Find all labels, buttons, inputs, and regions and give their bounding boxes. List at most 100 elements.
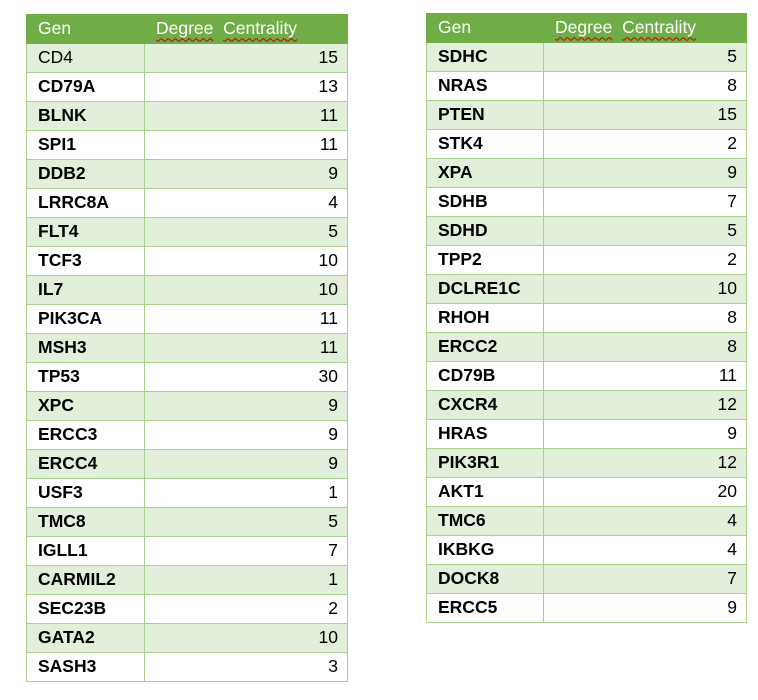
table-row: CD4 15 bbox=[26, 43, 348, 73]
degree-centrality-cell: 30 bbox=[144, 362, 348, 392]
gene-name-cell: CARMIL2 bbox=[26, 565, 145, 595]
degree-centrality-cell: 11 bbox=[543, 361, 747, 391]
table-row: IKBKG 4 bbox=[426, 535, 747, 565]
gene-name-cell: DCLRE1C bbox=[426, 274, 544, 304]
gene-name-cell: HRAS bbox=[426, 419, 544, 449]
table-row: RHOH 8 bbox=[426, 303, 747, 333]
table-row: USF3 1 bbox=[26, 478, 348, 508]
header-gen: Gen bbox=[26, 14, 145, 44]
gene-name-cell: ERCC3 bbox=[26, 420, 145, 450]
degree-centrality-cell: 12 bbox=[543, 390, 747, 420]
gene-name-cell: CD79A bbox=[26, 72, 145, 102]
gene-name-cell: STK4 bbox=[426, 129, 544, 159]
degree-centrality-cell: 4 bbox=[144, 188, 348, 218]
degree-centrality-cell: 15 bbox=[144, 43, 348, 73]
table-row: ERCC2 8 bbox=[426, 332, 747, 362]
degree-centrality-cell: 1 bbox=[144, 478, 348, 508]
table-row: FLT4 5 bbox=[26, 217, 348, 247]
degree-centrality-cell: 5 bbox=[543, 216, 747, 246]
degree-centrality-cell: 2 bbox=[543, 245, 747, 275]
table-row: SEC23B 2 bbox=[26, 594, 348, 624]
table-row: IL7 10 bbox=[26, 275, 348, 305]
degree-centrality-cell: 10 bbox=[144, 623, 348, 653]
degree-centrality-cell: 15 bbox=[543, 100, 747, 130]
table-row: CD79A 13 bbox=[26, 72, 348, 102]
gene-name-cell: SASH3 bbox=[26, 652, 145, 682]
gene-name-cell: PIK3R1 bbox=[426, 448, 544, 478]
gene-table-left: Gen Degree Centrality CD4 15 CD79A 13 BLNK 11… bbox=[26, 14, 348, 682]
degree-centrality-cell: 9 bbox=[543, 419, 747, 449]
gene-name-cell: DOCK8 bbox=[426, 564, 544, 594]
table-row: STK4 2 bbox=[426, 129, 747, 159]
gene-name-cell: ERCC2 bbox=[426, 332, 544, 362]
table-row: GATA2 10 bbox=[26, 623, 348, 653]
gene-name-cell: IKBKG bbox=[426, 535, 544, 565]
gene-name-cell: NRAS bbox=[426, 71, 544, 101]
gene-name-cell: PIK3CA bbox=[26, 304, 145, 334]
header-degree-centrality: Degree Centrality bbox=[144, 14, 348, 44]
table-row: SDHC 5 bbox=[426, 42, 747, 72]
header-degree-word: Degree bbox=[555, 17, 613, 38]
gene-name-cell: FLT4 bbox=[26, 217, 145, 247]
gene-table-right: Gen Degree Centrality SDHC 5 NRAS 8 PTEN 15 ST… bbox=[426, 13, 747, 623]
gene-name-cell: TMC6 bbox=[426, 506, 544, 536]
header-centrality-word: Centrality bbox=[622, 17, 697, 38]
table-header-row: Gen Degree Centrality bbox=[26, 14, 348, 44]
degree-centrality-cell: 9 bbox=[543, 593, 747, 623]
gene-name-cell: MSH3 bbox=[26, 333, 145, 363]
degree-centrality-cell: 11 bbox=[144, 130, 348, 160]
header-degree-word: Degree bbox=[156, 18, 214, 39]
table-row: CXCR4 12 bbox=[426, 390, 747, 420]
table-row: DCLRE1C 10 bbox=[426, 274, 747, 304]
gene-name-cell: BLNK bbox=[26, 101, 145, 131]
degree-centrality-cell: 1 bbox=[144, 565, 348, 595]
gene-name-cell: IL7 bbox=[26, 275, 145, 305]
gene-name-cell: GATA2 bbox=[26, 623, 145, 653]
degree-centrality-cell: 2 bbox=[144, 594, 348, 624]
degree-centrality-cell: 2 bbox=[543, 129, 747, 159]
table-row: PIK3R1 12 bbox=[426, 448, 747, 478]
table-row: IGLL1 7 bbox=[26, 536, 348, 566]
table-row: SDHD 5 bbox=[426, 216, 747, 246]
table-row: PIK3CA 11 bbox=[26, 304, 348, 334]
table-row: XPA 9 bbox=[426, 158, 747, 188]
gene-name-cell: CD79B bbox=[426, 361, 544, 391]
gene-name-cell: SDHC bbox=[426, 42, 544, 72]
table-row: SPI1 11 bbox=[26, 130, 348, 160]
degree-centrality-cell: 7 bbox=[144, 536, 348, 566]
degree-centrality-cell: 10 bbox=[543, 274, 747, 304]
gene-name-cell: ERCC5 bbox=[426, 593, 544, 623]
degree-centrality-cell: 20 bbox=[543, 477, 747, 507]
degree-centrality-cell: 7 bbox=[543, 187, 747, 217]
gene-name-cell: USF3 bbox=[26, 478, 145, 508]
table-row: NRAS 8 bbox=[426, 71, 747, 101]
degree-centrality-cell: 8 bbox=[543, 71, 747, 101]
header-centrality-word: Centrality bbox=[223, 18, 298, 39]
degree-centrality-cell: 8 bbox=[543, 303, 747, 333]
table-row: MSH3 11 bbox=[26, 333, 348, 363]
degree-centrality-cell: 9 bbox=[144, 391, 348, 421]
table-row: TMC8 5 bbox=[26, 507, 348, 537]
header-gen: Gen bbox=[426, 13, 544, 43]
table-row: HRAS 9 bbox=[426, 419, 747, 449]
table-row: DOCK8 7 bbox=[426, 564, 747, 594]
degree-centrality-cell: 9 bbox=[144, 449, 348, 479]
gene-name-cell: XPC bbox=[26, 391, 145, 421]
gene-name-cell: SDHD bbox=[426, 216, 544, 246]
table-header-row: Gen Degree Centrality bbox=[426, 13, 747, 43]
table-row: PTEN 15 bbox=[426, 100, 747, 130]
gene-name-cell: TPP2 bbox=[426, 245, 544, 275]
table-row: CARMIL2 1 bbox=[26, 565, 348, 595]
degree-centrality-cell: 8 bbox=[543, 332, 747, 362]
gene-name-cell: TP53 bbox=[26, 362, 145, 392]
table-row: SDHB 7 bbox=[426, 187, 747, 217]
table-row: TCF3 10 bbox=[26, 246, 348, 276]
degree-centrality-cell: 11 bbox=[144, 304, 348, 334]
degree-centrality-cell: 5 bbox=[144, 217, 348, 247]
gene-name-cell: SPI1 bbox=[26, 130, 145, 160]
degree-centrality-cell: 7 bbox=[543, 564, 747, 594]
gene-name-cell: DDB2 bbox=[26, 159, 145, 189]
gene-name-cell: SDHB bbox=[426, 187, 544, 217]
table-row: LRRC8A 4 bbox=[26, 188, 348, 218]
table-row: TP53 30 bbox=[26, 362, 348, 392]
